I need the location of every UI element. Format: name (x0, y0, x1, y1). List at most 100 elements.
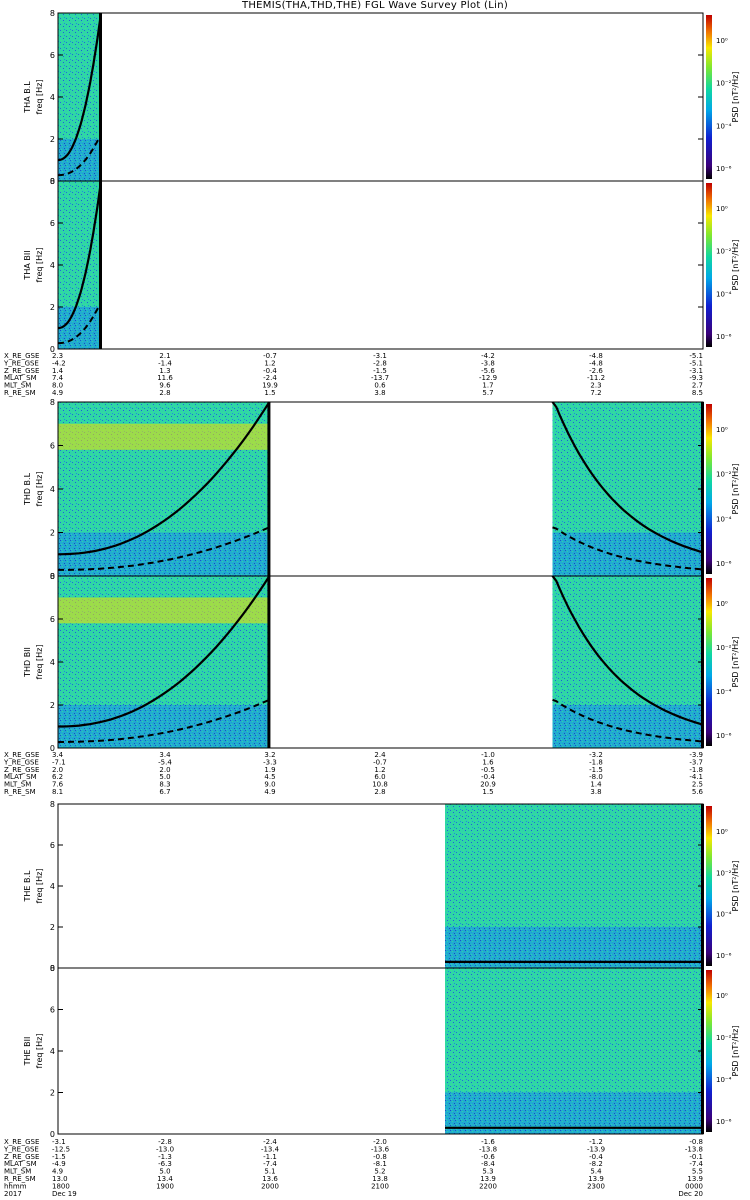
ephemeris-row-label: Y_RE_GSE (3, 758, 39, 766)
y-tick-label: 8 (50, 964, 55, 973)
panel-yunit: freq [Hz] (35, 248, 44, 283)
ephemeris-value: -1.8 (689, 766, 703, 774)
colorbar-tick-label: 10⁰ (716, 205, 728, 213)
panel-yunit: freq [Hz] (35, 80, 44, 115)
ephemeris-value: 1.7 (482, 382, 493, 390)
spectrogram-panel-tha-bii: 8 6 4 2 0 THA BII freq [Hz] 10⁰ 10⁻² 10⁻⁴ 10⁻⁶ PSD … (23, 177, 740, 354)
colorbar-tick-label: 10⁰ (716, 600, 728, 608)
ephemeris-value: 13.9 (588, 1175, 604, 1183)
ephemeris-value: -1.5 (52, 1153, 66, 1161)
ephemeris-value: -3.9 (689, 751, 703, 759)
y-tick-label: 8 (50, 800, 55, 809)
spectrogram-low-freq-band (58, 139, 101, 181)
ephemeris-value: 1.3 (159, 367, 170, 375)
ephemeris-value: 8.1 (52, 788, 63, 796)
ephemeris-value: 1.2 (374, 766, 385, 774)
ephemeris-value: 0.6 (374, 382, 386, 390)
ephemeris-value: -1.6 (481, 1138, 495, 1146)
ephemeris-value: 2.3 (590, 382, 601, 390)
ephemeris-value: -5.6 (481, 367, 495, 375)
ephemeris-value: -7.4 (689, 1160, 703, 1168)
y-tick-label: 4 (50, 1047, 55, 1056)
ephemeris-row-label: X_RE_GSE (4, 751, 39, 759)
panel-yunit: freq [Hz] (35, 1034, 44, 1069)
ephemeris-value: -4.2 (52, 359, 66, 367)
ephemeris-value: -5.1 (689, 352, 703, 360)
colorbar-tick-label: 10⁻⁶ (716, 732, 732, 740)
y-tick-label: 4 (50, 93, 55, 102)
ephemeris-value: Dec 19 (52, 1190, 77, 1198)
ephemeris-value: -0.5 (481, 766, 495, 774)
ephemeris-value: -0.6 (481, 1153, 495, 1161)
ephemeris-row-label: MLT_SM (4, 1168, 31, 1176)
ephemeris-value: -9.3 (689, 374, 703, 382)
colorbar-tick-label: 10⁻⁶ (716, 560, 732, 568)
spectrogram-panel-thd-bl: 8 6 4 2 0 THD B.L freq [Hz] 10⁰ 10⁻² 10⁻⁴ 10⁻⁶ PSD … (23, 398, 740, 581)
panel-frame (57, 12, 704, 182)
ephemeris-row-label: Z_RE_GSE (4, 766, 39, 774)
ephemeris-value: -13.4 (261, 1145, 280, 1153)
ephemeris-value: -13.6 (371, 1145, 390, 1153)
colorbar-tick-label: 10⁻⁴ (716, 1076, 732, 1084)
ephemeris-value: 5.2 (374, 1168, 385, 1176)
ephemeris-value: -12.9 (479, 374, 497, 382)
y-tick-label: 6 (50, 51, 55, 60)
y-tick-label: 4 (50, 658, 55, 667)
y-tick-label: 2 (50, 303, 55, 312)
ephemeris-value: -0.1 (689, 1153, 703, 1161)
ephemeris-value: 1.5 (482, 788, 493, 796)
ephemeris-value: -5.1 (689, 359, 703, 367)
ephemeris-value: 8.0 (52, 382, 63, 390)
ephemeris-value: 1.9 (264, 766, 275, 774)
ephemeris-value: 5.0 (159, 773, 170, 781)
ephemeris-value: -3.3 (263, 758, 277, 766)
ephemeris-table-tha: X_RE_GSE 2.3 2.1 -0.7 -3.1 -4.2 -4.8 -5.1 Y_RE_G… (3, 352, 703, 397)
ephemeris-value: 1.5 (264, 389, 275, 397)
ephemeris-value: 11.6 (157, 374, 173, 382)
fce-fraction-curve (58, 698, 270, 743)
ephemeris-value: 3.4 (52, 751, 64, 759)
y-tick-label: 2 (50, 529, 55, 538)
ephemeris-value: 7.2 (590, 389, 601, 397)
colorbar-tick-label: 10⁻⁶ (716, 333, 732, 341)
panel-ylabel: THE BII (23, 1037, 32, 1067)
colorbar (706, 806, 712, 966)
y-tick-label: 0 (50, 1130, 55, 1139)
ephemeris-value: 2100 (371, 1182, 389, 1190)
panel-ylabel: THA B.L (23, 81, 32, 114)
ephemeris-value: -12.5 (52, 1145, 70, 1153)
ephemeris-value: 5.6 (692, 788, 704, 796)
ephemeris-value: -3.8 (481, 359, 495, 367)
ephemeris-value: -8.0 (589, 773, 603, 781)
colorbar-label: PSD [nT²/Hz] (731, 637, 740, 688)
spectrogram-panel-the-bii: 8 6 4 2 0 THE BII freq [Hz] 10⁰ 10⁻² 10⁻⁴ 10⁻⁶ PSD … (23, 964, 740, 1139)
ephemeris-value: -1.5 (589, 766, 603, 774)
ephemeris-value: 1800 (52, 1182, 70, 1190)
ephemeris-row-label: Z_RE_GSE (4, 1153, 39, 1161)
y-tick-label: 4 (50, 882, 55, 891)
ephemeris-value: -2.4 (263, 1138, 277, 1146)
ephemeris-value: -6.3 (158, 1160, 172, 1168)
ephemeris-row-label: MLAT_SM (4, 773, 37, 781)
y-tick-label: 4 (50, 261, 55, 270)
ephemeris-value: 19.9 (262, 382, 278, 390)
ephemeris-value: 7.4 (52, 374, 64, 382)
ephemeris-value: -13.8 (685, 1145, 703, 1153)
ephemeris-value: -13.9 (587, 1145, 605, 1153)
ephemeris-value: -4.8 (589, 352, 603, 360)
spectrogram-low-freq-band (552, 532, 703, 576)
panel-yunit: freq [Hz] (35, 472, 44, 507)
ephemeris-value: -7.1 (52, 758, 66, 766)
ephemeris-value: 2000 (261, 1182, 279, 1190)
ephemeris-value: 9.0 (264, 781, 275, 789)
colorbar-tick-label: 10⁻⁶ (716, 1118, 732, 1126)
ephemeris-value: -0.7 (263, 352, 277, 360)
ephemeris-value: 20.9 (480, 781, 496, 789)
y-tick-label: 6 (50, 615, 55, 624)
ephemeris-value: 5.1 (264, 1168, 275, 1176)
colorbar (706, 15, 712, 179)
ephemeris-value: 0000 (685, 1182, 703, 1190)
ephemeris-value: -3.1 (52, 1138, 66, 1146)
ephemeris-value: -3.1 (689, 367, 703, 375)
fce-fraction-curve (58, 526, 270, 571)
